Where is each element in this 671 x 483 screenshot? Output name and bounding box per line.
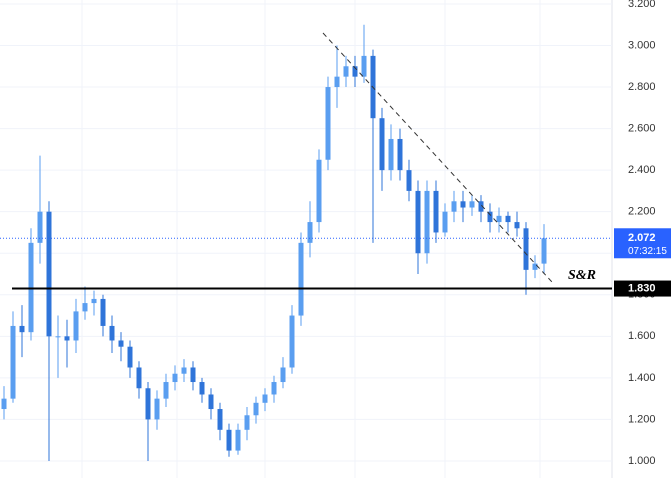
candle-body — [100, 298, 106, 326]
last-price-box — [614, 228, 671, 259]
candle-body — [91, 298, 97, 304]
candle-body — [325, 87, 331, 160]
candle-body — [10, 325, 16, 399]
y-tick-label: 1.200 — [628, 413, 656, 425]
y-tick-label: 1.400 — [628, 372, 656, 384]
candle-body — [334, 76, 340, 88]
candle-body — [442, 211, 448, 233]
candle-body — [532, 263, 538, 270]
candle-body — [379, 118, 385, 171]
candle-body — [406, 170, 412, 191]
y-tick-label: 2.800 — [628, 81, 656, 93]
candle-body — [1, 398, 7, 410]
candle-body — [397, 138, 403, 171]
candle-body — [316, 159, 322, 223]
candle-body — [523, 228, 529, 270]
y-tick-label: 2.600 — [628, 122, 656, 134]
candle-body — [478, 201, 484, 212]
candle-body — [451, 201, 457, 212]
candle-body — [19, 325, 25, 333]
candle-body — [28, 242, 34, 333]
candle-body — [415, 190, 421, 254]
y-tick-label: 1.000 — [628, 455, 656, 467]
candle-body — [307, 222, 313, 243]
candle-body — [289, 315, 295, 368]
trend-line — [322, 32, 553, 283]
candle-body — [37, 211, 43, 243]
candle-body — [244, 415, 250, 430]
candle-body — [496, 215, 502, 223]
candle-body — [208, 394, 214, 410]
candle-body — [361, 55, 367, 77]
support-label: 1.830 — [628, 282, 656, 294]
y-tick-label: 3.200 — [628, 0, 656, 10]
candle-body — [82, 303, 88, 312]
candle-body — [64, 336, 70, 341]
candle-body — [253, 402, 259, 416]
candle-body — [73, 311, 79, 341]
candle-body — [145, 388, 151, 420]
candle-body — [514, 222, 520, 229]
candle-body — [190, 367, 196, 383]
candle-body — [172, 373, 178, 383]
candle-body — [235, 429, 241, 451]
support-box — [614, 280, 671, 297]
candle-body — [118, 340, 124, 347]
candle-body — [271, 382, 277, 395]
candle-body — [109, 325, 115, 341]
y-tick-label: 2.400 — [628, 164, 656, 176]
candle-body — [298, 242, 304, 316]
candle-body — [388, 138, 394, 171]
y-tick-label: 1.600 — [628, 330, 656, 342]
candle-body — [487, 211, 493, 223]
candle-body — [343, 66, 349, 77]
countdown-label: 07:32:15 — [628, 246, 667, 257]
candle-body — [505, 215, 511, 223]
candle-body — [55, 336, 61, 338]
candle-body — [127, 346, 133, 368]
candle-body — [136, 367, 142, 389]
y-tick-label: 3.000 — [628, 39, 656, 51]
candle-body — [280, 367, 286, 383]
last-price-label: 2.072 — [628, 232, 656, 244]
support-name: S&R — [568, 268, 596, 283]
candle-body — [154, 398, 160, 420]
candle-body — [217, 409, 223, 430]
y-tick-label: 2.200 — [628, 206, 656, 218]
candle-body — [352, 66, 358, 77]
candle-body — [181, 367, 187, 374]
candle-body — [226, 429, 232, 451]
candle-body — [541, 238, 547, 264]
candle-body — [460, 201, 466, 208]
candle-body — [469, 201, 475, 208]
candle-body — [46, 211, 52, 337]
candle-body — [199, 382, 205, 395]
candle-body — [262, 394, 268, 403]
candle-body — [163, 382, 169, 399]
candle-body — [433, 190, 439, 233]
candle-body — [424, 190, 430, 254]
